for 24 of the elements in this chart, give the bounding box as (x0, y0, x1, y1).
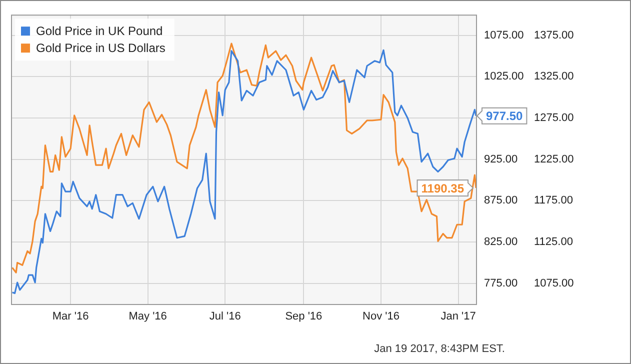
y2-tick-label: 1325.00 (534, 70, 574, 83)
data-label: 977.50 (486, 109, 524, 124)
y2-tick-label: 1075.00 (534, 277, 574, 290)
text: Jan 19 2017, 8:43PM EST. (374, 343, 505, 356)
x-tick-label: Mar '16 (52, 310, 89, 323)
y-tick-label: 1075.00 (484, 29, 524, 42)
y-tick-label: 925.00 (484, 153, 518, 166)
legend-label: Gold Price in US Dollars (36, 40, 166, 55)
legend-label: Gold Price in UK Pound (36, 24, 163, 38)
y2-tick-label: 1375.00 (534, 29, 574, 42)
data-label: 1190.35 (421, 181, 464, 196)
y2-tick-label: 1175.00 (534, 194, 573, 207)
y-tick-label: 775.00 (484, 277, 518, 290)
x-tick-label: May '16 (128, 310, 167, 323)
x-tick-label: Nov '16 (362, 310, 400, 323)
x-tick-label: Jan '17 (440, 310, 476, 323)
y-tick-label: 825.00 (484, 236, 518, 248)
x-tick-label: Jul '16 (209, 310, 241, 323)
x-tick-label: Sep '16 (285, 310, 322, 323)
y2-tick-label: 1125.00 (534, 236, 573, 248)
y2-tick-label: 1225.00 (534, 153, 574, 166)
y2-tick-label: 1275.00 (534, 112, 574, 124)
y-tick-label: 1025.00 (484, 70, 524, 83)
y-tick-label: 875.00 (484, 194, 518, 207)
